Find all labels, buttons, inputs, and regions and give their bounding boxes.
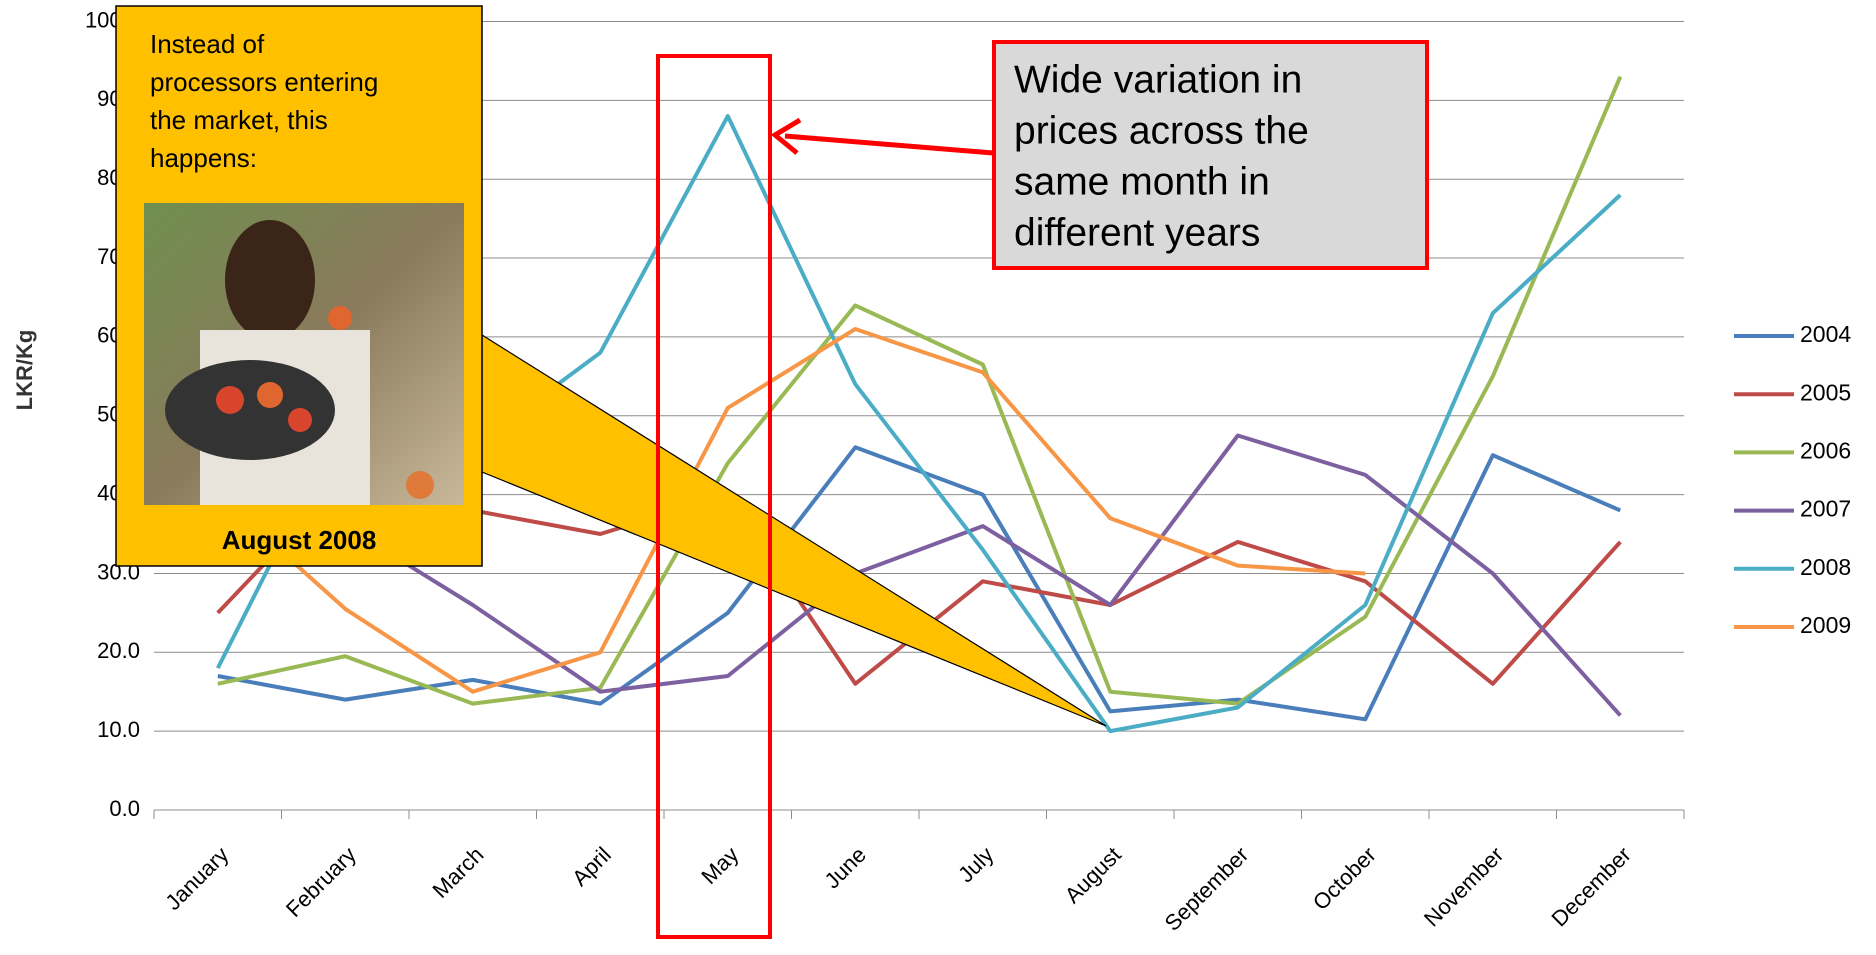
photo-tomato <box>406 471 434 499</box>
arrow-head <box>770 117 802 155</box>
x-tick-label: January <box>160 842 233 915</box>
callout-line: Instead of <box>150 29 265 59</box>
arrow-shaft <box>784 133 994 156</box>
legend-label: 2006 <box>1800 437 1851 463</box>
x-tick-label: October <box>1308 842 1381 915</box>
callout-line: the market, this <box>150 105 328 135</box>
series-line <box>217 75 1623 706</box>
legend-label: 2004 <box>1800 321 1851 347</box>
x-tick-label: November <box>1419 842 1508 931</box>
legend-label: 2008 <box>1800 554 1851 580</box>
callout-line: processors entering <box>150 67 378 97</box>
photo-figure <box>225 220 315 340</box>
series-line <box>216 327 1366 694</box>
x-tick-label: September <box>1160 842 1254 936</box>
annotations: Instead of processors entering the market,… <box>115 5 1429 939</box>
y-tick-label: 0.0 <box>109 796 140 821</box>
y-tick-label: 10.0 <box>97 717 140 742</box>
photo-tomato <box>257 382 283 408</box>
series-line <box>217 445 1622 722</box>
note-line: same month in <box>1014 160 1270 203</box>
photo-caption: August 2008 <box>222 525 377 555</box>
photo <box>144 203 464 505</box>
x-tick-label: December <box>1546 842 1635 931</box>
photo-basket <box>165 360 335 460</box>
photo-tomato <box>216 386 244 414</box>
note-box <box>992 40 1429 270</box>
highlight-box <box>656 54 772 939</box>
y-tick-label: 20.0 <box>97 638 140 663</box>
note-line: different years <box>1014 211 1260 254</box>
x-tick-label: February <box>281 842 361 922</box>
y-axis-title: LKR/Kg <box>12 330 37 411</box>
photo-tomato <box>288 408 312 432</box>
x-tick-label: August <box>1060 842 1126 908</box>
x-tick-label: March <box>427 842 488 903</box>
x-tick-label: June <box>819 842 870 893</box>
legend-label: 2009 <box>1800 612 1851 638</box>
callout-line: happens: <box>150 143 257 173</box>
x-tick-label: April <box>567 842 616 891</box>
note-line: Wide variation in <box>1014 58 1302 101</box>
note-text: Wide variation in prices across the same m… <box>1014 58 1309 254</box>
series-line <box>217 433 1622 717</box>
x-tick-label: July <box>953 842 998 887</box>
callout-text: Instead of processors entering the market,… <box>150 29 378 173</box>
x-tick-label: May <box>696 842 743 889</box>
note-line: prices across the <box>1014 109 1309 152</box>
legend-label: 2005 <box>1800 379 1851 405</box>
legend-label: 2007 <box>1800 496 1851 522</box>
photo-tomato <box>328 306 352 330</box>
